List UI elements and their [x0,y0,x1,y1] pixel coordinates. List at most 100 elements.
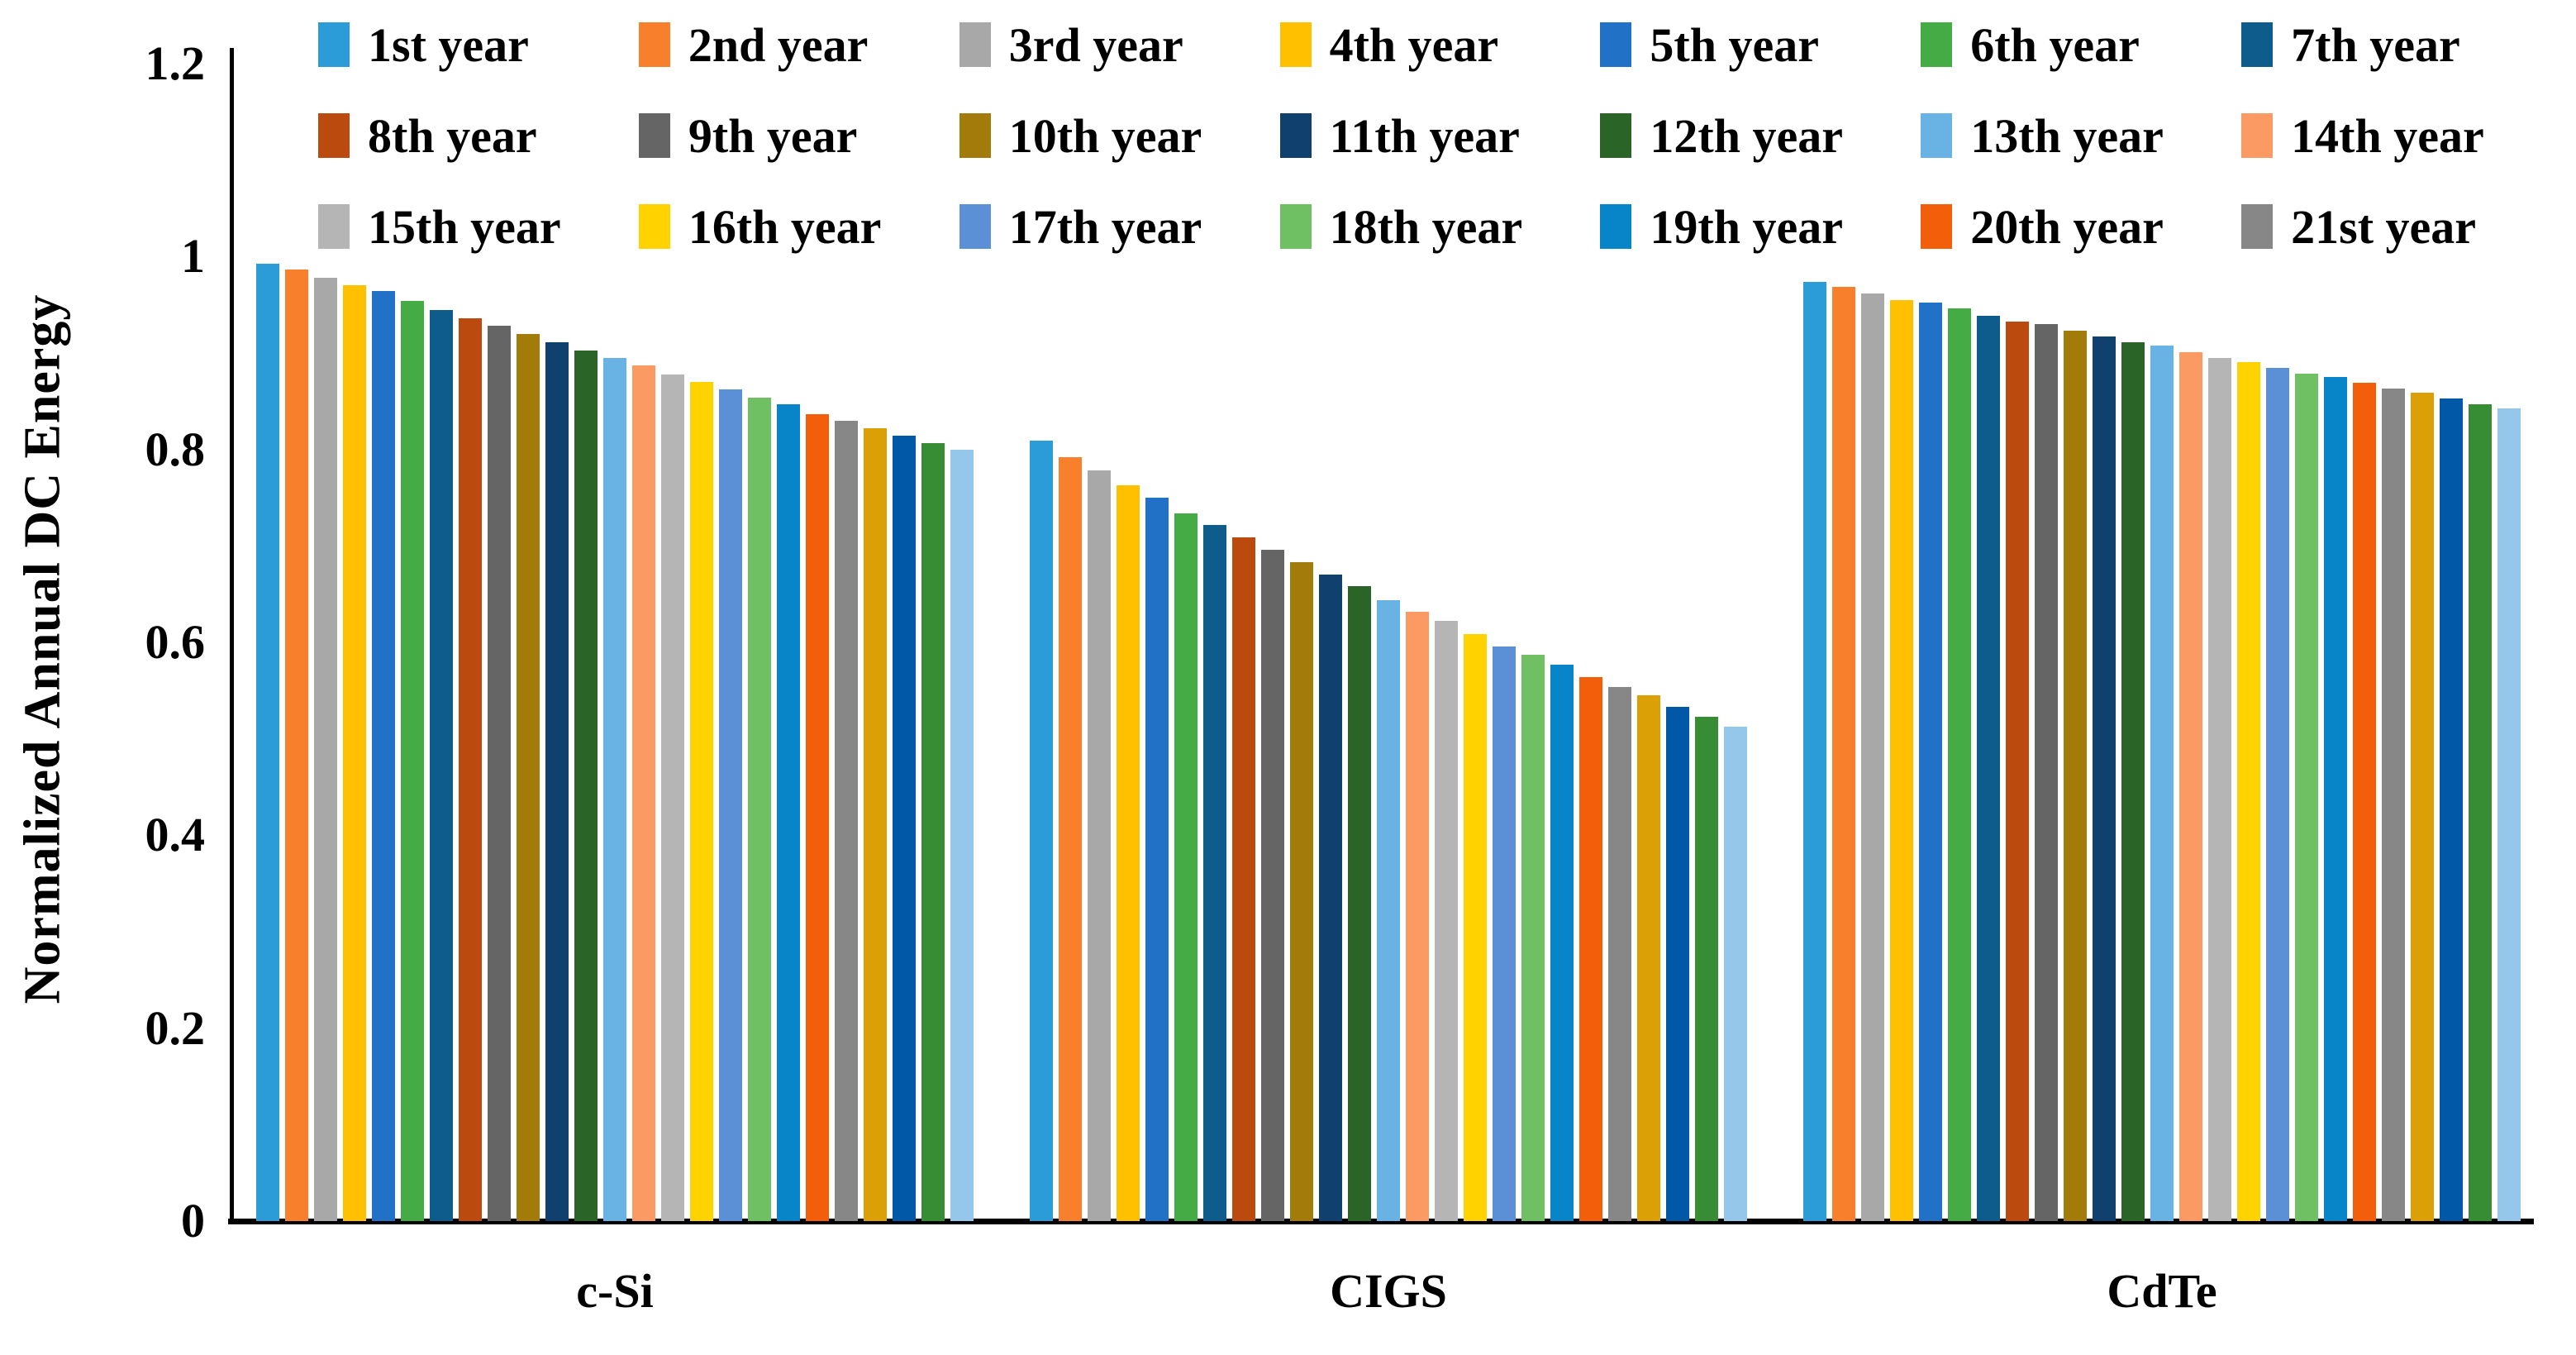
bar-CIGS-year-21 [1608,686,1631,1221]
bar-CIGS-year-6 [1174,513,1198,1221]
legend-item: 6th year [1921,8,2241,81]
bar-c-Si-year-6 [401,301,424,1221]
bar-CIGS-year-7 [1203,524,1226,1221]
y-tick-label: 0.2 [145,1000,206,1055]
bar-CIGS-year-14 [1406,611,1429,1221]
y-tick-label: 0.8 [145,422,206,476]
legend-label: 17th year [1008,199,1202,254]
legend-label: 16th year [688,199,882,254]
bar-c-Si-year-16 [690,382,713,1221]
bar-CdTe-year-15 [2208,357,2231,1221]
bar-CdTe-year-2 [1832,286,1855,1221]
bar-CIGS-year-18 [1521,655,1545,1221]
legend-label: 18th year [1329,199,1523,254]
legend-swatch-icon [638,113,670,158]
bar-c-Si-year-15 [661,374,684,1221]
bar-CIGS-year-17 [1493,646,1516,1221]
bar-CdTe-year-11 [2093,336,2116,1221]
legend-label: 19th year [1650,199,1843,254]
legend-swatch-icon [1921,113,1953,158]
bar-c-Si-year-23 [893,436,916,1221]
legend-swatch-icon [1600,22,1632,67]
bar-CdTe-year-8 [2006,321,2029,1221]
legend-item: 19th year [1600,190,1921,263]
bar-CdTe-year-12 [2121,342,2145,1221]
legend-label: 8th year [368,108,537,163]
bar-CdTe-year-4 [1890,299,1913,1221]
bar-c-Si-year-2 [285,269,308,1221]
bar-c-Si-year-1 [256,263,279,1221]
y-tick-label: 0.6 [145,615,206,669]
legend-label: 10th year [1008,108,1202,163]
bar-c-Si-year-18 [748,397,771,1221]
legend-label: 12th year [1650,108,1843,163]
y-tick-label: 0 [181,1194,205,1248]
bar-CIGS-year-12 [1348,586,1371,1221]
bar-CdTe-year-24 [2469,403,2492,1221]
legend-label: 7th year [2291,17,2460,72]
legend-item: 7th year [2241,8,2562,81]
legend-item: 12th year [1600,99,1921,172]
y-axis-title: Normalized Annual DC Energy [14,293,71,1004]
y-tick-label: 0.4 [145,808,206,862]
legend-item: 10th year [959,99,1280,172]
bar-CdTe-year-1 [1803,281,1826,1221]
bar-CIGS-year-22 [1637,695,1660,1221]
bar-CIGS-year-3 [1088,470,1111,1221]
legend-label: 6th year [1970,17,2140,72]
bar-CdTe-year-7 [1977,315,2000,1221]
bar-c-Si-year-13 [603,357,626,1221]
legend-swatch-icon [1921,22,1953,67]
legend-swatch-icon [638,22,670,67]
legend-item: 9th year [638,99,959,172]
bar-c-Si-year-4 [343,285,366,1221]
legend-item: 8th year [318,99,639,172]
legend-swatch-icon [638,204,670,249]
category-label-CIGS: CIGS [1330,1264,1447,1318]
bar-CIGS-year-10 [1290,562,1313,1221]
legend-swatch-icon [1279,204,1312,249]
legend-label: 13th year [1970,108,2164,163]
legend-item: 20th year [1921,190,2241,263]
bar-CIGS-year-24 [1695,716,1718,1221]
legend-swatch-icon [959,22,991,67]
legend-swatch-icon [2241,113,2274,158]
bar-CdTe-year-14 [2179,351,2202,1221]
category-label-c-Si: c-Si [576,1264,654,1318]
legend-swatch-icon [1279,113,1312,158]
bar-CdTe-year-17 [2266,367,2289,1221]
legend-item: 1st year [318,8,639,81]
bar-group-CIGS [1030,64,1747,1221]
bar-CIGS-year-1 [1030,441,1053,1221]
legend-swatch-icon [959,113,991,158]
legend-swatch-icon [1279,22,1312,67]
legend-label: 15th year [368,199,561,254]
legend-item: 3rd year [959,8,1280,81]
legend: 1st year 2nd year 3rd year 4th year 5th year… [318,8,2562,263]
x-axis-line [228,1219,2534,1224]
bar-CdTe-year-22 [2411,392,2434,1221]
legend-item: 13th year [1921,99,2241,172]
bar-CdTe-year-18 [2295,373,2318,1221]
bar-c-Si-year-20 [806,413,829,1221]
category-label-CdTe: CdTe [2107,1264,2217,1318]
bar-CdTe-year-16 [2237,361,2260,1221]
bar-CdTe-year-23 [2440,398,2463,1221]
bar-CdTe-year-10 [2064,331,2087,1221]
bar-CdTe-year-19 [2324,377,2347,1221]
bar-c-Si-year-19 [777,403,800,1221]
bar-CIGS-year-15 [1435,621,1458,1221]
bar-c-Si-year-22 [864,428,887,1221]
legend-label: 9th year [688,108,858,163]
bar-c-Si-year-14 [632,365,655,1221]
bar-CdTe-year-3 [1861,293,1884,1221]
y-tick-label: 1 [181,229,205,284]
bar-CIGS-year-20 [1579,677,1602,1221]
bar-CdTe-year-25 [2497,408,2521,1221]
legend-label: 1st year [368,17,529,72]
bar-CIGS-year-4 [1117,484,1140,1221]
legend-item: 2nd year [638,8,959,81]
legend-label: 14th year [2291,108,2484,163]
bar-CIGS-year-8 [1232,537,1255,1221]
